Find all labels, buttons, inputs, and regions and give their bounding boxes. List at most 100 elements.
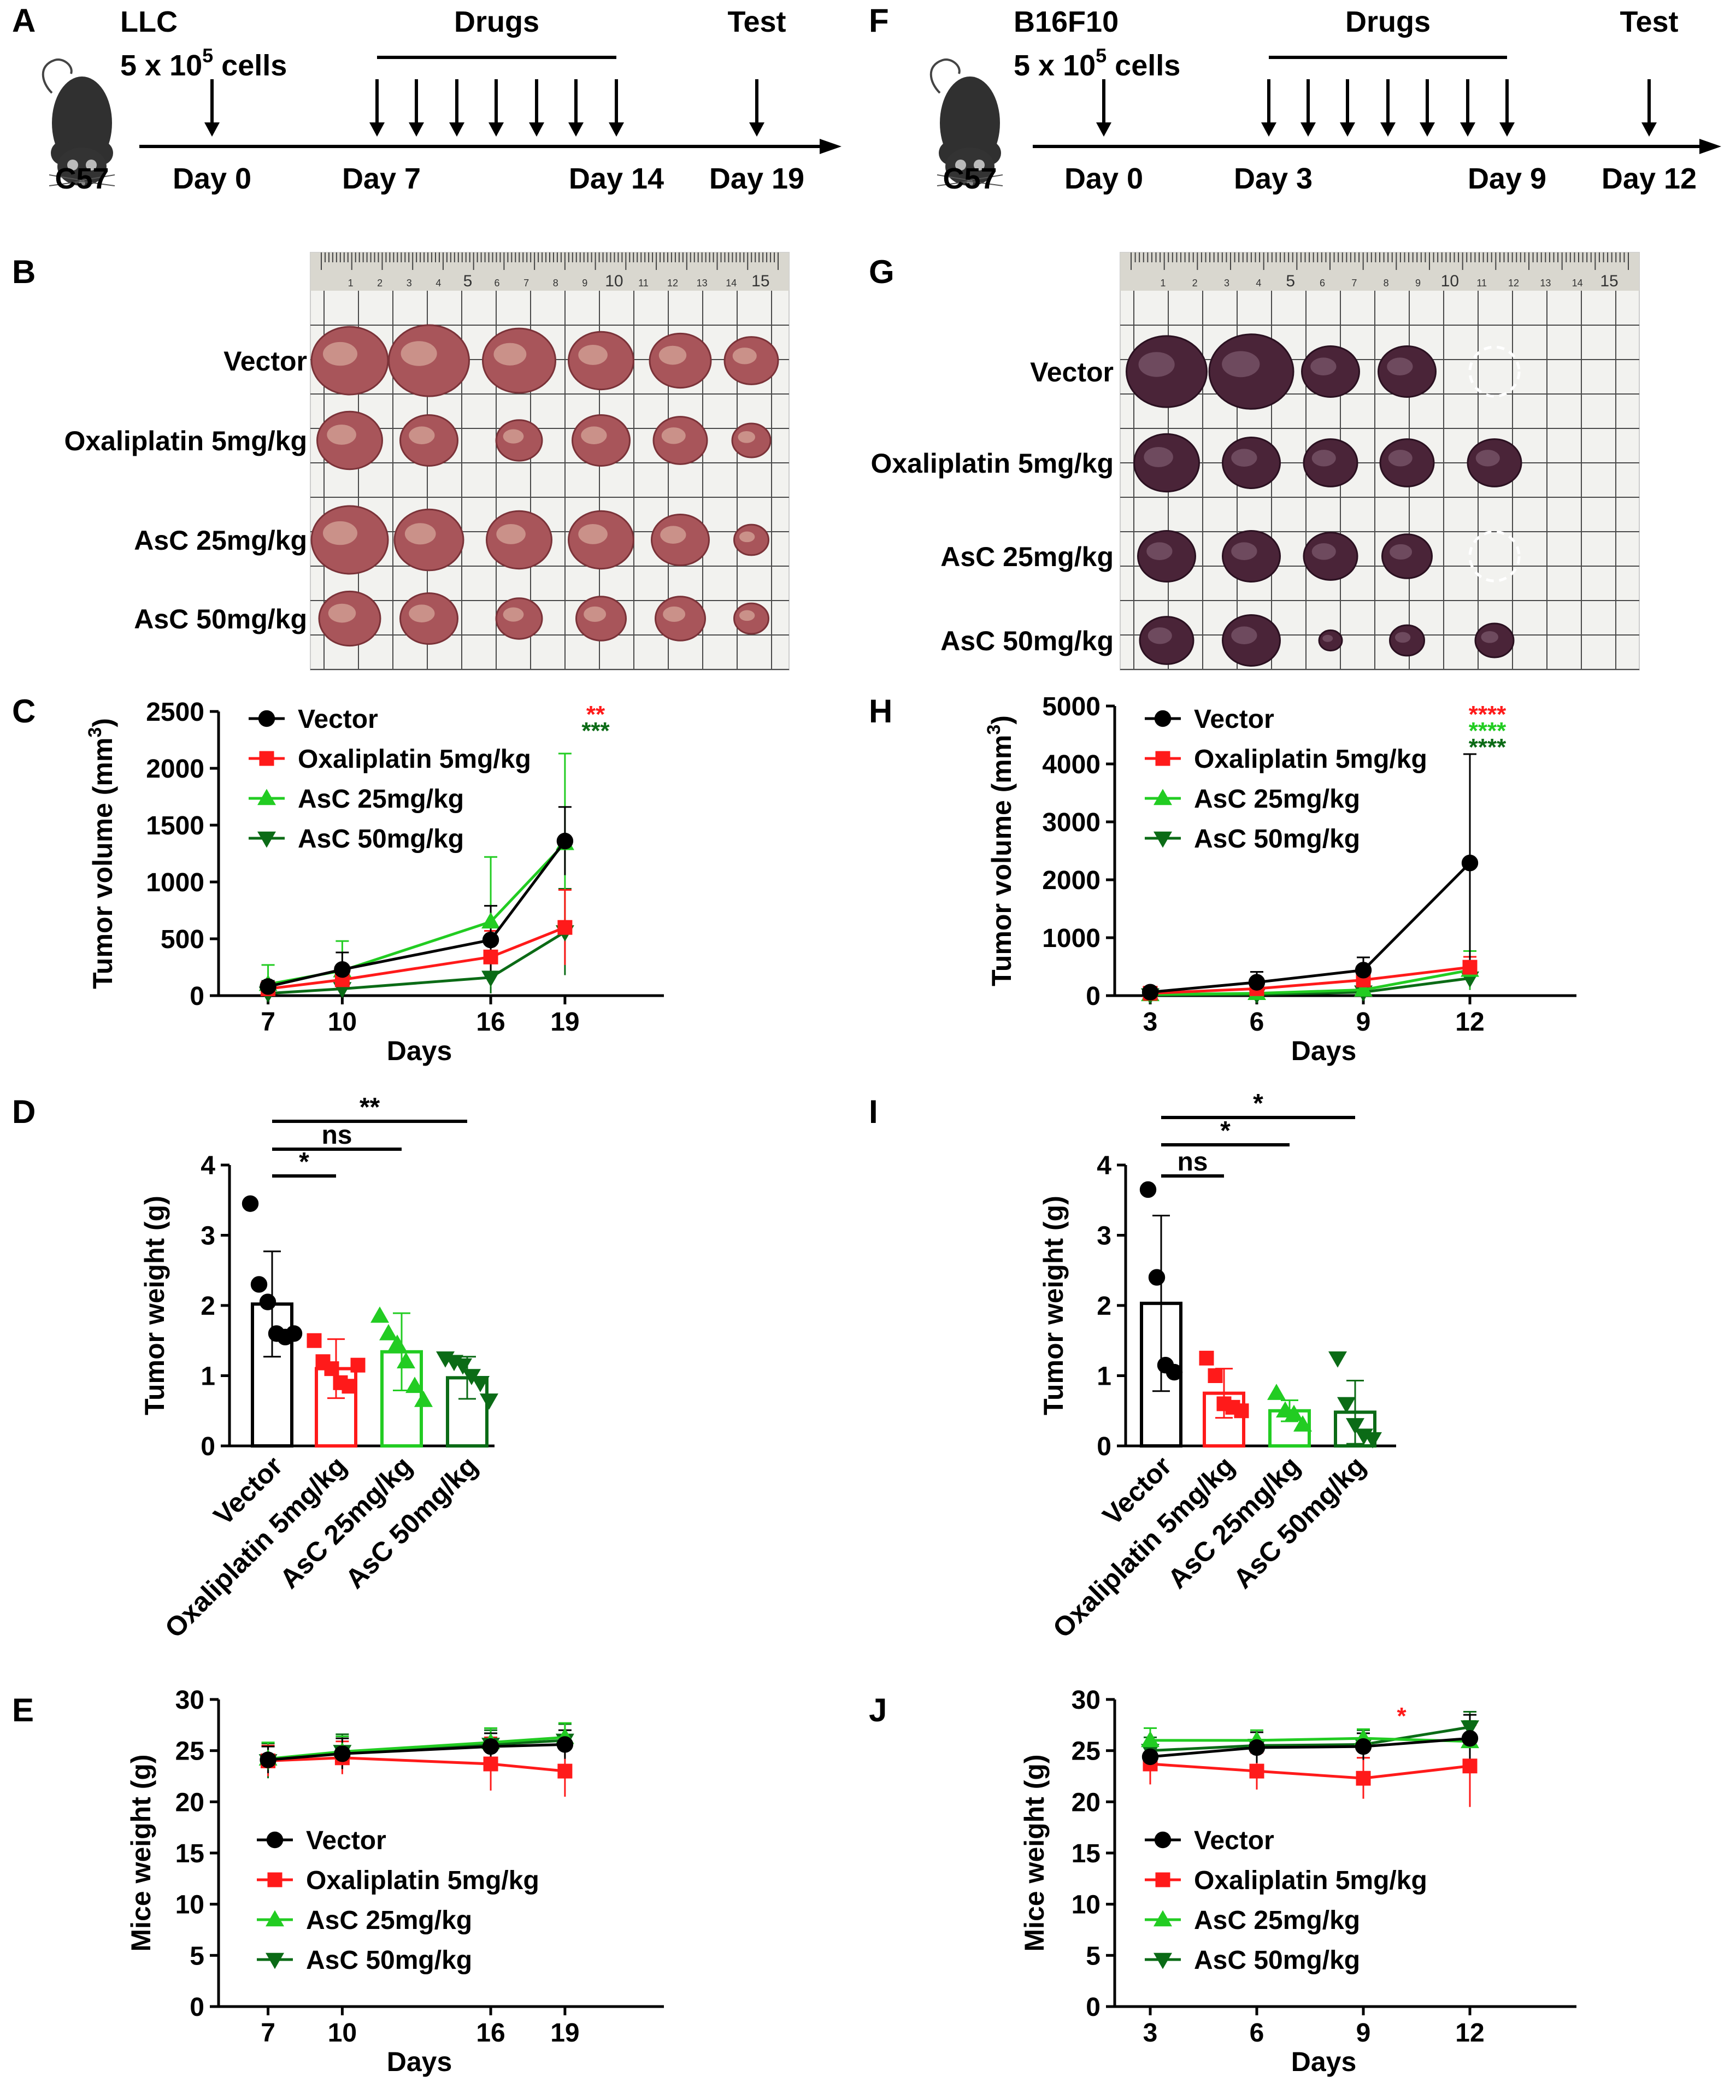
- legend-label: AsC 50mg/kg: [298, 825, 464, 854]
- legend-marker: [259, 751, 274, 766]
- cell-count-unit: cells: [213, 49, 287, 82]
- legend-marker: [1154, 1831, 1172, 1849]
- ruler-number: 13: [1540, 278, 1551, 289]
- row-label: AsC 50mg/kg: [134, 604, 307, 634]
- y-tick-label: 500: [161, 925, 204, 954]
- tumor-highlight: [1147, 627, 1172, 644]
- ruler-number: 8: [1384, 278, 1389, 289]
- y-tick-label: 0: [201, 1432, 215, 1461]
- y-tick-label: 1: [201, 1362, 215, 1391]
- significance-annotation: ****: [1469, 701, 1507, 728]
- significance-annotation: ****: [1469, 734, 1507, 761]
- y-axis-label: Tumor volume (mm3): [85, 718, 118, 989]
- series-line: [267, 840, 566, 988]
- individual-point: [370, 1306, 389, 1323]
- tumor-highlight: [584, 606, 607, 622]
- row-label: Oxaliplatin 5mg/kg: [870, 448, 1114, 479]
- x-tick-label: 16: [476, 2019, 505, 2048]
- test-label: Test: [1620, 5, 1678, 38]
- legend-marker: [257, 789, 276, 805]
- cell-count-label: 5 x 105 cells: [1014, 44, 1180, 82]
- drug-arrow-head: [369, 122, 385, 137]
- individual-point: [342, 1379, 357, 1394]
- y-axis-label: Tumor volume (mm3): [984, 715, 1017, 986]
- x-tick-label: 19: [550, 2019, 579, 2048]
- drug-arrow-head: [489, 122, 504, 137]
- tumor-highlight: [496, 524, 526, 544]
- time-axis-arrowhead: [820, 139, 841, 154]
- data-point: [334, 1745, 351, 1762]
- tumor-highlight: [328, 603, 356, 623]
- tumor-highlight: [658, 345, 687, 365]
- ruler-number: 4: [436, 278, 441, 289]
- tumor-highlight: [661, 427, 686, 444]
- x-tick-label: 19: [550, 1008, 579, 1037]
- tumor-highlight: [1231, 626, 1257, 644]
- panel-j-mice-weight-chart: 0 5 10 15 20 25 30 3 6 9 12 Days Mice weight (g) Vect…: [1019, 1686, 1576, 2077]
- series-line: [1150, 1726, 1470, 1752]
- individual-point: [1208, 1368, 1223, 1383]
- drug-arrow-head: [609, 122, 624, 137]
- individual-point: [250, 1276, 268, 1293]
- ruler-number: 11: [638, 278, 649, 289]
- x-tick-label: 12: [1455, 1008, 1484, 1037]
- legend-marker: [1155, 1872, 1170, 1887]
- y-tick-label: 3: [1097, 1222, 1111, 1251]
- series-line: [1150, 862, 1471, 994]
- series-line: [268, 1756, 566, 1773]
- data-point: [1461, 1720, 1479, 1737]
- data-point: [1462, 1758, 1478, 1774]
- y-tick-label: 10: [175, 1891, 204, 1920]
- data-point: [1461, 855, 1479, 872]
- series-line: [1150, 966, 1470, 995]
- data-point: [1249, 1763, 1264, 1779]
- y-tick-label: 3: [201, 1222, 215, 1251]
- x-tick-label: 10: [328, 2019, 357, 2048]
- y-tick-label: 25: [175, 1737, 204, 1766]
- tumor-highlight: [409, 604, 435, 622]
- mouse-whisker: [969, 181, 1003, 186]
- legend-label: Vector: [1194, 1826, 1274, 1855]
- x-axis-label: Days: [1291, 1036, 1357, 1066]
- individual-point: [350, 1357, 366, 1373]
- row-label: Oxaliplatin 5mg/kg: [64, 426, 307, 456]
- ruler-number: 13: [697, 278, 708, 289]
- data-point: [1248, 974, 1266, 991]
- cell-count-unit: cells: [1107, 49, 1180, 82]
- individual-point: [1199, 1350, 1214, 1366]
- panel-labels: A B C D E F G H I J: [12, 2, 895, 1728]
- data-point: [1141, 1748, 1159, 1766]
- significance-annotation: ****: [1469, 717, 1507, 744]
- series-line: [1150, 1762, 1470, 1780]
- ruler-number: 5: [1286, 272, 1295, 290]
- legend-marker: [266, 1910, 284, 1927]
- drugs-label: Drugs: [1345, 5, 1431, 38]
- tumor-highlight: [493, 343, 527, 366]
- subject-label: C57: [55, 162, 109, 195]
- individual-point: [471, 1376, 490, 1392]
- legend-marker: [258, 710, 275, 727]
- data-point: [482, 931, 499, 949]
- ruler-number: 9: [582, 278, 587, 289]
- x-tick-label: 3: [1143, 1008, 1158, 1037]
- x-tick-label: 10: [328, 1008, 357, 1037]
- day-label: Day 0: [1064, 162, 1143, 195]
- legend-label: AsC 25mg/kg: [1194, 785, 1360, 814]
- panel-label-h: H: [869, 693, 892, 730]
- y-tick-label: 0: [190, 982, 204, 1011]
- tumor-highlight: [1390, 544, 1413, 560]
- tumor-highlight: [323, 521, 357, 545]
- y-tick-label: 2500: [146, 698, 204, 727]
- y-tick-label: 1000: [1042, 924, 1101, 953]
- day-label: Day 12: [1602, 162, 1697, 195]
- y-axis-label: Tumor weight (g): [139, 1196, 170, 1415]
- mouse-whisker: [49, 174, 83, 181]
- day-label: Day 3: [1234, 162, 1313, 195]
- panel-a-timeline: C57 LLC 5 x 105 cells Drugs Test Day 0 Day 7 Da…: [42, 5, 841, 195]
- tumor-highlight: [503, 429, 524, 444]
- individual-point: [242, 1195, 259, 1212]
- y-axis-label-text: Tumor volume (mm: [986, 735, 1017, 986]
- legend-label: AsC 50mg/kg: [1194, 825, 1360, 854]
- cell-count-base: 5 x 10: [120, 49, 202, 82]
